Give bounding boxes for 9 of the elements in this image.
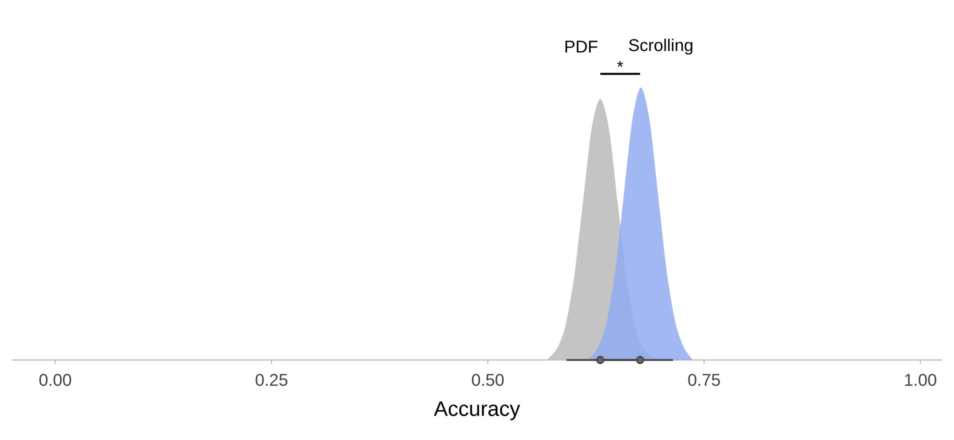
x-tick-label: 0.50 [472, 374, 504, 386]
x-tick-label: 0.00 [39, 374, 72, 386]
x-tick-label: 0.25 [256, 374, 288, 386]
x-tick-label: 1.00 [905, 374, 936, 386]
x-tick-label: 0.75 [688, 374, 720, 386]
text: * [617, 60, 624, 67]
text: PDF [565, 40, 598, 52]
x-axis-title: Accuracy [434, 401, 520, 420]
text: Scrolling [629, 38, 692, 55]
